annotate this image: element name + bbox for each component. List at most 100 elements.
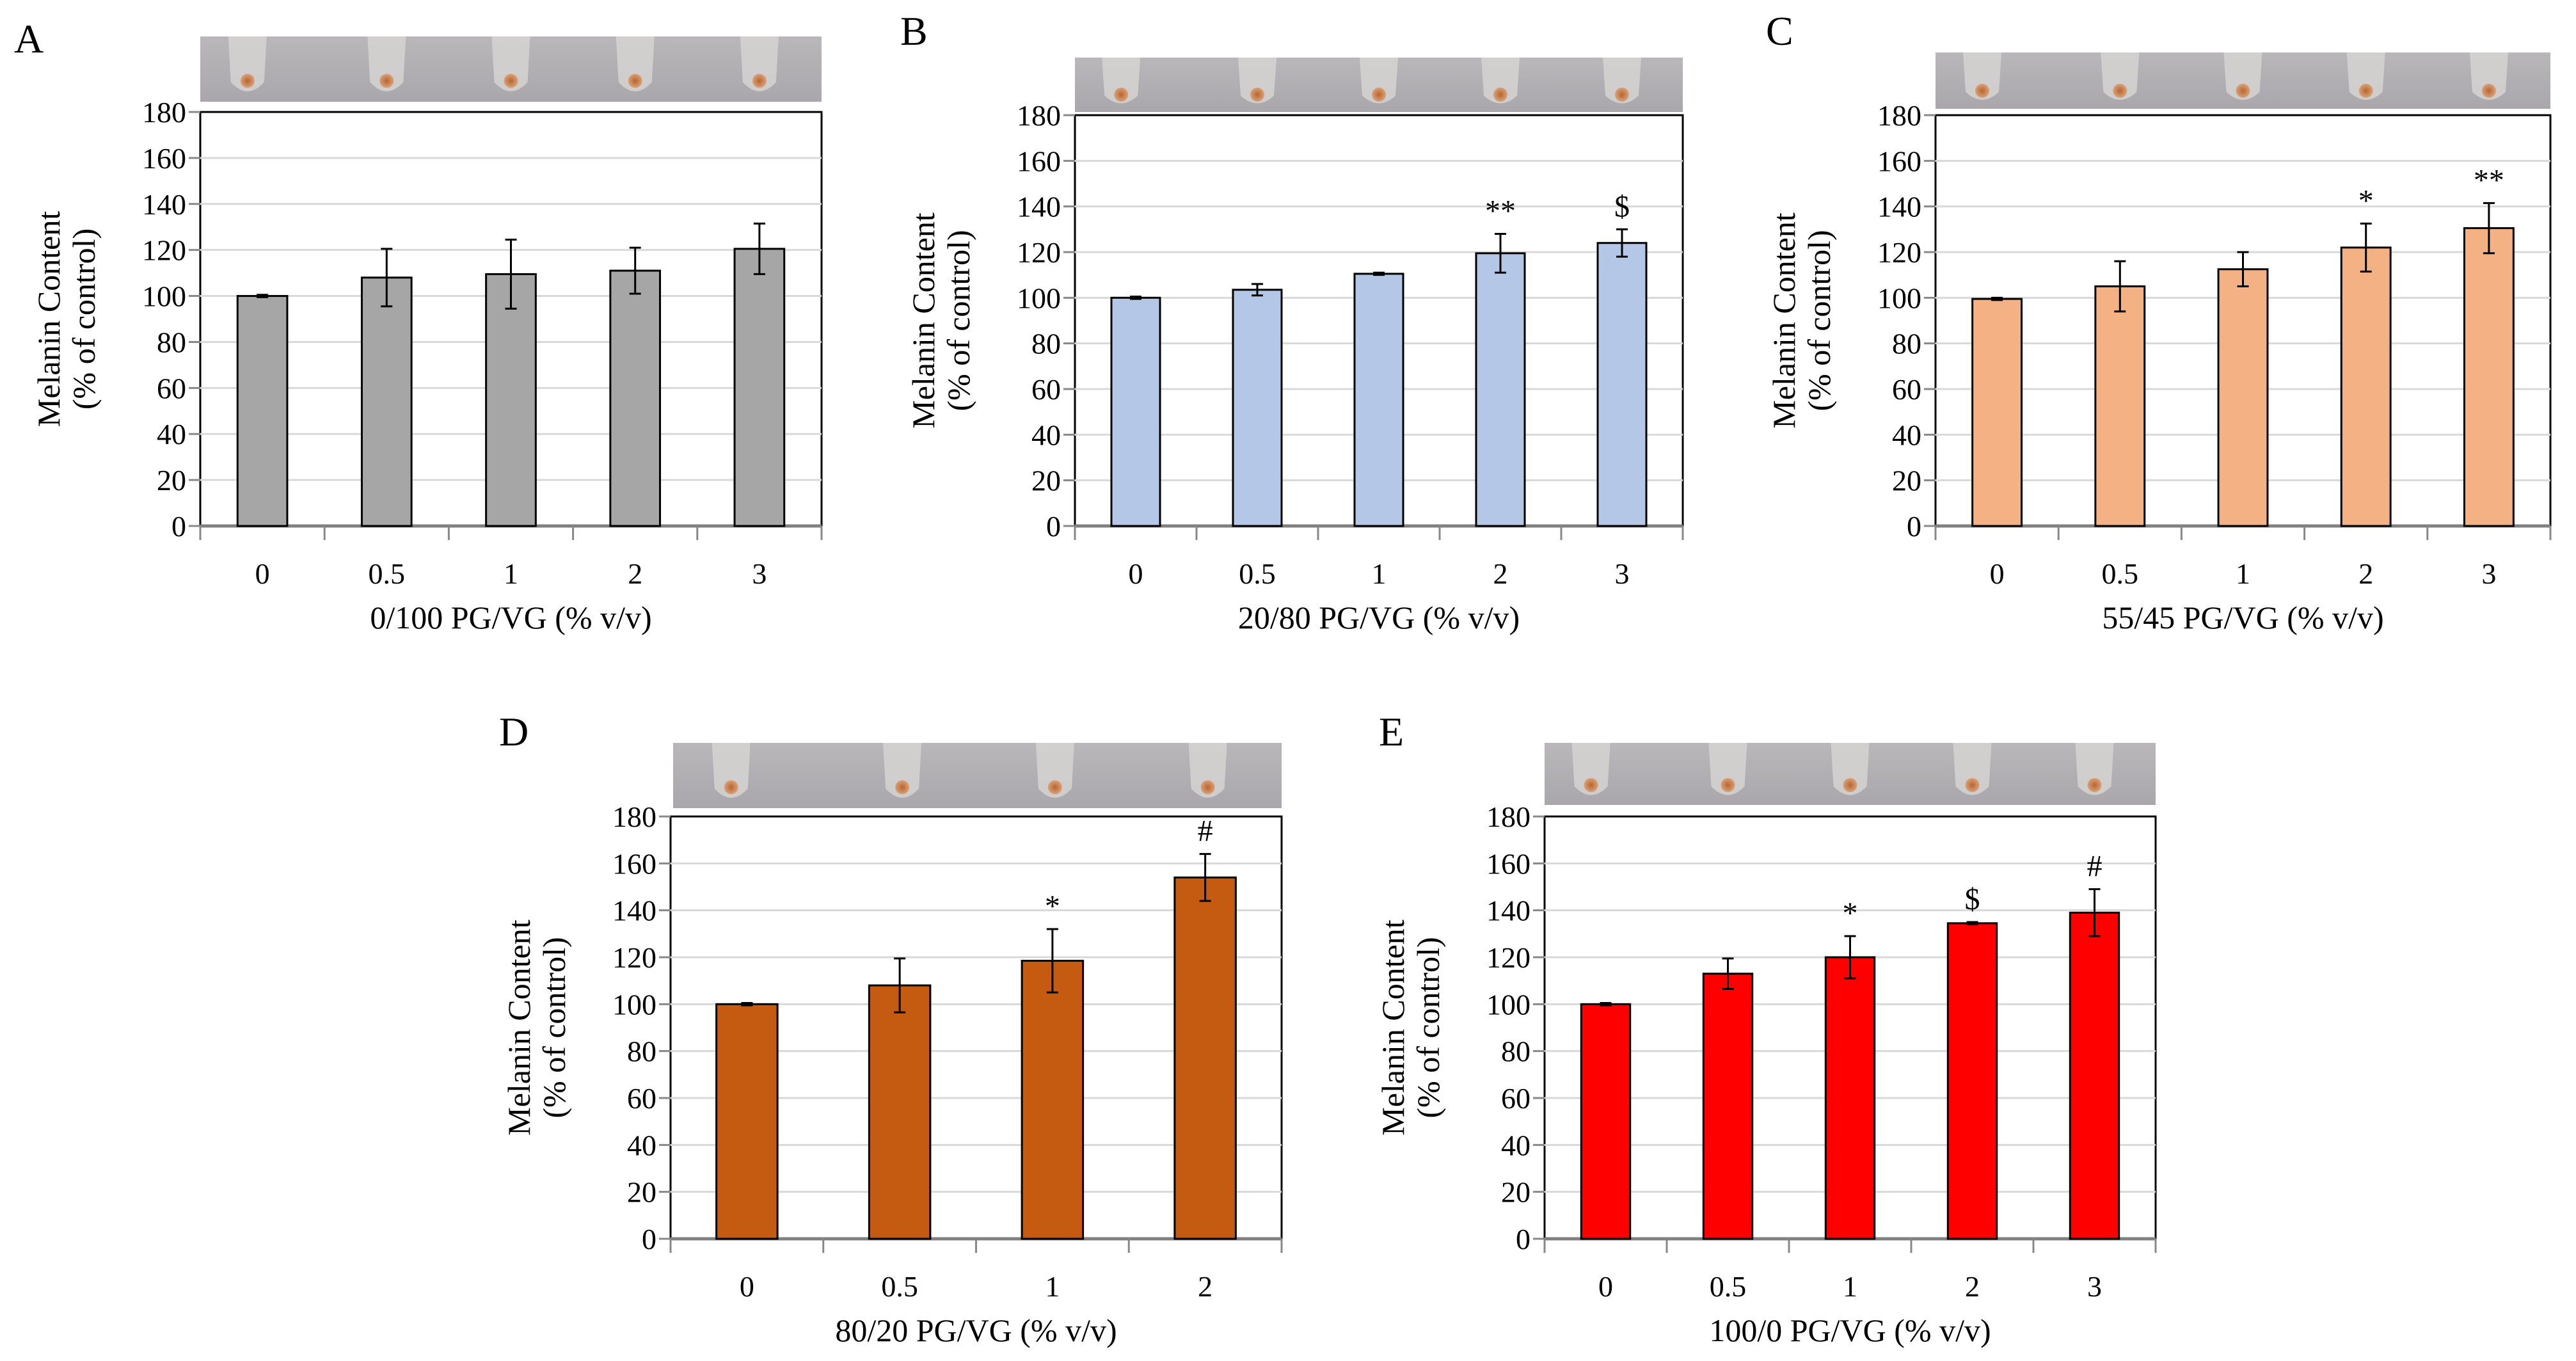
pellet-icon [1721, 777, 1735, 792]
y-tick-label: 80 [1031, 328, 1061, 360]
error-bar [1722, 957, 1734, 990]
error-bar [741, 1002, 753, 1007]
tube-icon [1238, 58, 1276, 104]
x-tick-label: 1 [1372, 557, 1387, 590]
y-tick-label: 160 [612, 847, 656, 880]
tube-photo [200, 36, 822, 102]
bar-2 [1475, 252, 1526, 527]
y-tick-label: 180 [1486, 800, 1530, 833]
panel-a: A 0 20 40 60 80 100 120 140 160 180 0 0.5 1 2 3 0/100 PG… [14, 16, 823, 635]
y-tick-label: 180 [142, 96, 186, 129]
tube-icon [1360, 58, 1398, 104]
tube-icon [2075, 743, 2114, 795]
error-bar [1130, 296, 1141, 300]
bar-1 [2217, 268, 2269, 527]
y-tick-label: 80 [627, 1035, 656, 1068]
bar-0 [1580, 1003, 1632, 1240]
pellet-icon [379, 74, 394, 88]
significance-marker: * [2358, 184, 2374, 218]
y-tick-label: 120 [1486, 941, 1530, 974]
pellet-icon [1114, 87, 1129, 102]
panel-letter: C [1766, 8, 1793, 54]
y-tick-label: 140 [142, 188, 186, 221]
y-tick-label: 160 [142, 142, 186, 175]
pellet-icon [2236, 83, 2250, 98]
x-tick-label: 0 [255, 557, 270, 590]
y-tick-label: 180 [1017, 99, 1061, 132]
y-axis-title-line1: Melanin Content [1766, 212, 1802, 429]
panel-letter: E [1379, 709, 1404, 754]
x-tick-label: 1 [1045, 1270, 1060, 1303]
y-tick-label: 80 [157, 326, 186, 358]
y-tick-label: 160 [1877, 145, 1921, 177]
bar-0 [236, 295, 289, 527]
y-tick-label: 80 [1892, 328, 1921, 360]
bar-2 [1946, 922, 1998, 1240]
y-tick-label: 0 [1516, 1223, 1530, 1255]
error-bar [1199, 853, 1211, 902]
y-axis-title-line1: Melanin Content [905, 212, 941, 429]
panel-letter: A [14, 16, 44, 61]
bar-0.5 [1232, 289, 1283, 527]
bar-0 [1971, 298, 2023, 527]
pellet-icon [1200, 780, 1215, 795]
x-tick-label: 0.5 [2102, 557, 2139, 590]
tube-photo [1075, 58, 1683, 112]
y-axis-title-line2: (% of control) [1801, 230, 1837, 411]
x-tick-label: 0 [1990, 557, 2005, 590]
y-tick-label: 140 [612, 895, 656, 927]
y-tick-label: 40 [1892, 418, 1921, 451]
error-bar [1495, 232, 1506, 274]
error-bar [1966, 921, 1978, 926]
y-tick-label: 40 [1501, 1129, 1530, 1161]
y-tick-label: 140 [1017, 191, 1061, 223]
error-bar [2114, 260, 2126, 313]
error-bar [257, 294, 269, 298]
y-tick-label: 20 [1501, 1176, 1530, 1209]
pellet-icon [2481, 83, 2496, 98]
tube-icon [2101, 52, 2140, 100]
bar-1 [1353, 273, 1404, 527]
x-tick-label: 3 [752, 557, 767, 590]
error-bar [1252, 283, 1263, 297]
significance-marker: $ [1965, 882, 1980, 916]
pellet-icon [2087, 777, 2102, 792]
y-tick-label: 80 [1501, 1035, 1530, 1068]
error-bar [753, 222, 765, 275]
error-bar [1844, 935, 1856, 980]
panel-c: C 0 20 40 60 80 100 120 140 160 180 0 0.5 1 * 2 ** 3 55/45… [1766, 8, 2552, 635]
y-tick-label: 20 [157, 464, 186, 497]
bar-3 [1596, 242, 1648, 527]
tube-icon [228, 36, 267, 92]
pellet-icon [2358, 83, 2373, 98]
y-axis-title-line1: Melanin Content [501, 919, 537, 1136]
bar-1 [485, 273, 537, 527]
significance-marker: * [1045, 889, 1060, 923]
y-tick-label: 180 [1877, 99, 1921, 132]
error-bar [1046, 928, 1058, 994]
y-axis-title-line2: (% of control) [1410, 937, 1446, 1118]
significance-marker: ** [2474, 163, 2504, 197]
error-bar [2483, 202, 2495, 255]
y-axis-title-line2: (% of control) [536, 937, 572, 1118]
error-bar [1600, 1002, 1612, 1007]
pellet-icon [1047, 780, 1062, 795]
y-tick-label: 0 [1046, 510, 1061, 543]
panel-letter: D [499, 709, 529, 754]
y-tick-label: 100 [1017, 282, 1061, 314]
y-tick-label: 100 [142, 280, 186, 313]
bar-3 [2069, 911, 2120, 1240]
pellet-icon [1372, 87, 1386, 102]
y-axis-title-line2: (% of control) [941, 230, 976, 411]
bar-3 [2463, 227, 2515, 527]
pellet-icon [1493, 87, 1507, 102]
y-tick-label: 0 [171, 510, 186, 543]
tube-icon [1603, 58, 1641, 104]
y-tick-label: 100 [1486, 988, 1530, 1021]
bar-1 [1824, 956, 1876, 1240]
tube-photo [1545, 743, 2156, 805]
bar-1 [1021, 960, 1085, 1240]
panel-b: B 0 20 40 60 80 100 120 140 160 180 0 0.5 1 ** 2 $3 20/80… [900, 8, 1684, 635]
tube-icon [367, 36, 406, 92]
tube-icon [2346, 52, 2385, 100]
